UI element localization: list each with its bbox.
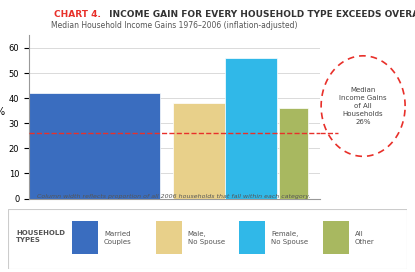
Bar	[173, 103, 225, 199]
Bar	[156, 221, 182, 254]
Bar	[225, 58, 278, 199]
Bar	[72, 221, 98, 254]
Bar	[323, 221, 349, 254]
Text: Female,
No Spouse: Female, No Spouse	[271, 231, 308, 245]
Text: Median
Income Gains
of All
Households
26%: Median Income Gains of All Households 26…	[339, 87, 387, 125]
Text: CHART 4.: CHART 4.	[54, 10, 101, 18]
Text: Married
Couples: Married Couples	[104, 231, 132, 245]
Text: Male,
No Spouse: Male, No Spouse	[188, 231, 225, 245]
Bar	[279, 108, 308, 199]
Y-axis label: %: %	[0, 107, 5, 117]
Text: INCOME GAIN FOR EVERY HOUSEHOLD TYPE EXCEEDS OVERALL GAIN: INCOME GAIN FOR EVERY HOUSEHOLD TYPE EXC…	[106, 10, 415, 18]
Text: All
Other: All Other	[355, 231, 375, 245]
Text: Column width reflects proportion of all 2006 households that fall within each ca: Column width reflects proportion of all …	[37, 194, 311, 199]
Bar	[239, 221, 265, 254]
Text: HOUSEHOLD
TYPES: HOUSEHOLD TYPES	[16, 230, 65, 243]
Bar	[29, 93, 160, 199]
Text: Median Household Income Gains 1976–2006 (inflation-adjusted): Median Household Income Gains 1976–2006 …	[51, 21, 298, 30]
